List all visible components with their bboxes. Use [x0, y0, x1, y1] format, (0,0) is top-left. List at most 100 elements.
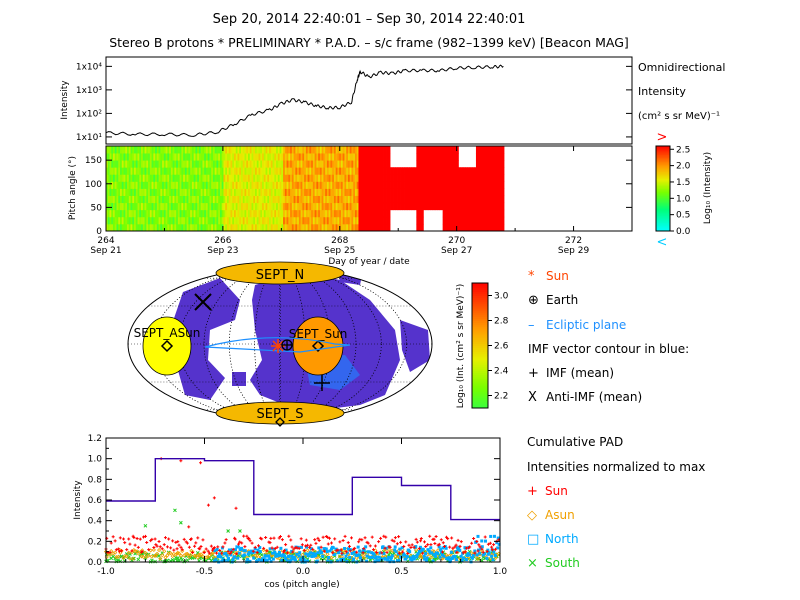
pad-heatmap-cell [486, 216, 489, 225]
pad-heatmap-cell [319, 146, 323, 154]
cumulative-legend-glyph: □ [527, 532, 539, 547]
pad-heatmap-cell [351, 188, 354, 196]
north-point [278, 553, 282, 557]
sun-point [370, 535, 374, 539]
pad-heatmap-cell [300, 188, 303, 196]
pad-heatmap-cell [491, 216, 494, 225]
pad-heatmap-cell [367, 188, 370, 196]
pad-heatmap-cell [198, 209, 202, 218]
north-point [277, 550, 281, 554]
pad-heatmap-cell [211, 209, 214, 218]
north-point [279, 546, 283, 550]
sun-point [419, 539, 423, 543]
pad-heatmap-cell [239, 209, 242, 218]
pad-heatmap-cell [363, 160, 366, 168]
pad-heatmap-cell [361, 174, 365, 182]
pad-heatmap-cell [123, 167, 126, 175]
pad-colorbar-step [656, 195, 670, 198]
pad-colorbar-step [656, 175, 670, 178]
pad-heatmap-cell [397, 167, 400, 175]
pad-heatmap-cell [113, 181, 116, 189]
pad-heatmap-cell [223, 181, 226, 189]
pad-heatmap-cell [404, 188, 407, 196]
pad-heatmap-cell [256, 188, 259, 196]
pad-heatmap-cell [120, 202, 123, 211]
pad-heatmap-cell [384, 174, 387, 182]
pad-heatmap-cell [449, 216, 452, 225]
sun-point [424, 545, 428, 549]
pad-heatmap-cell [491, 223, 494, 232]
pad-heatmap-cell [416, 209, 419, 218]
pad-heatmap-cell [367, 181, 370, 189]
pad-heatmap-cell [326, 216, 330, 225]
pad-heatmap-cell [141, 202, 144, 211]
pad-heatmap-cell [176, 174, 179, 182]
cumulative-legend-glyph: ◇ [527, 508, 537, 523]
pad-heatmap-cell [419, 216, 422, 225]
pad-heatmap-cell [241, 174, 244, 182]
pad-heatmap-cell [197, 195, 200, 204]
pad-heatmap-cell [405, 181, 408, 189]
pad-heatmap-cell [477, 223, 480, 232]
pad-heatmap-cell [449, 174, 452, 182]
pad-heatmap-cell [449, 181, 452, 189]
pad-heatmap-cell [205, 167, 209, 175]
sun-point [184, 540, 188, 544]
pad-heatmap-cell [423, 153, 426, 161]
pad-heatmap-cell [226, 195, 230, 204]
pad-heatmap-cell [351, 146, 354, 154]
pad-heatmap-cell [437, 202, 440, 211]
pad-heatmap-cell [377, 209, 380, 218]
sun-point [434, 534, 438, 538]
pad-heatmap-cell [174, 188, 177, 196]
pad-heatmap-cell [361, 181, 365, 189]
pad-heatmap-cell [453, 202, 456, 211]
pad-heatmap-cell [235, 216, 238, 225]
pad-heatmap-cell [232, 146, 235, 154]
pad-heatmap-cell [426, 202, 430, 211]
pad-heatmap-cell [447, 202, 451, 211]
pad-heatmap-cell [272, 209, 275, 218]
pad-heatmap-cell [114, 223, 117, 232]
pad-heatmap-cell [340, 153, 344, 161]
north-point [227, 548, 231, 552]
pad-heatmap-cell [307, 160, 310, 168]
pad-heatmap-cell [214, 174, 217, 182]
sun-point [343, 534, 347, 538]
pad-heatmap-cell [283, 146, 286, 154]
north-point [393, 548, 397, 552]
pad-heatmap-cell [318, 195, 321, 204]
pad-heatmap-cell [223, 146, 226, 154]
pad-heatmap-cell [297, 146, 300, 154]
pad-heatmap-cell [155, 188, 158, 196]
pad-heatmap-cell [496, 174, 500, 182]
pad-heatmap-cell [475, 174, 479, 182]
pad-heatmap-cell [482, 188, 486, 196]
pad-heatmap-cell [167, 223, 170, 232]
pad-heatmap-cell [188, 209, 191, 218]
pad-heatmap-cell [283, 209, 286, 218]
map-legend-glyph: + [528, 366, 539, 381]
pad-heatmap-cell [181, 202, 184, 211]
pad-heatmap-cell [484, 223, 487, 232]
sun-point [199, 544, 203, 548]
pad-y-tick-label: 0 [96, 227, 102, 237]
pad-heatmap-cell [265, 174, 268, 182]
north-point [298, 551, 302, 555]
pad-heatmap-cell [351, 195, 354, 204]
pad-heatmap-cell [258, 216, 261, 225]
pad-heatmap-cell [267, 146, 270, 154]
pad-heatmap-cell [230, 202, 233, 211]
pad-heatmap-cell [153, 167, 156, 175]
pad-heatmap-cell [486, 167, 489, 175]
pad-heatmap-cell [319, 188, 323, 196]
pad-heatmap-cell [407, 202, 410, 211]
north-point [270, 551, 274, 555]
pad-heatmap-cell [253, 202, 256, 211]
north-point [458, 548, 462, 552]
pad-heatmap-cell [342, 174, 345, 182]
pad-heatmap-cell [158, 146, 161, 154]
pad-heatmap-cell [235, 209, 238, 218]
pad-heatmap-cell [349, 174, 352, 182]
north-point [284, 548, 288, 552]
